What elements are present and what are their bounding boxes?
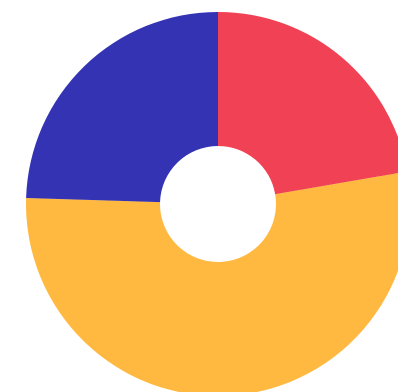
pie-slice-2 (26, 173, 398, 392)
pie-slice-3 (26, 12, 218, 203)
pie-slice-1 (218, 12, 398, 195)
